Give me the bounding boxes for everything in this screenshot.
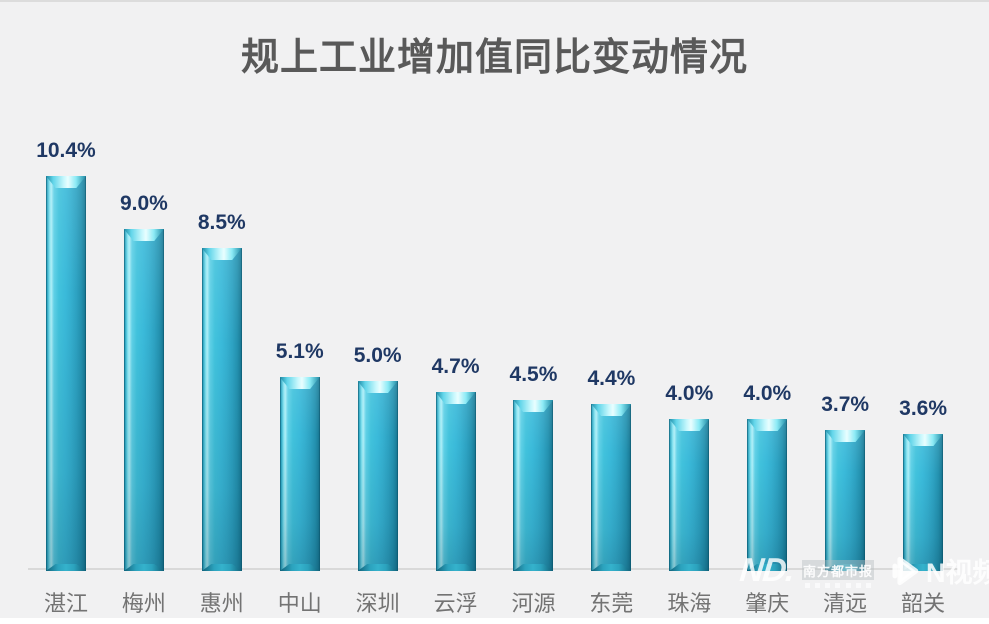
- bar-column: 10.4%: [27, 139, 105, 571]
- bar-value-label: 10.4%: [36, 139, 96, 162]
- nandu-paper-badge: 南方都市报: [802, 560, 874, 580]
- chart-title: 规上工业增加值同比变动情况: [240, 37, 748, 79]
- category-labels-row: 湛江 梅州 惠州 中山 深圳 云浮 河源 东莞 珠海 肇庆 清远 韶关: [27, 590, 962, 618]
- category-label: 清远: [823, 591, 868, 616]
- nandu-paper-name: 南方都市报: [802, 563, 873, 579]
- bar-value-label: 4.7%: [431, 355, 480, 378]
- bar: [123, 229, 164, 571]
- x-axis-line: [28, 568, 958, 570]
- bar-value-label: 5.1%: [275, 340, 324, 363]
- bar-value-label: 4.5%: [509, 363, 558, 386]
- bar-column: 3.7%: [806, 393, 884, 571]
- category-label: 韶关: [901, 591, 946, 616]
- category-label: 云浮: [433, 591, 478, 616]
- bottom-edge-strip: [0, 618, 989, 624]
- bar-value-label: 4.4%: [587, 367, 636, 390]
- bar: [435, 392, 476, 571]
- bar-column: 9.0%: [105, 192, 183, 571]
- bar: [591, 404, 632, 571]
- bar-value-label: 9.0%: [119, 192, 168, 215]
- category-label: 惠州: [199, 591, 244, 616]
- nvideo-label: N视频: [926, 558, 989, 588]
- nvideo-watermark: N视频: [891, 551, 989, 590]
- category-label: 东莞: [589, 591, 634, 616]
- bar-column: 4.0%: [728, 382, 806, 571]
- bar-column: 5.1%: [261, 340, 339, 571]
- bar: [669, 419, 710, 571]
- bar-column: 8.5%: [183, 211, 261, 571]
- bar-value-label: 5.0%: [353, 344, 402, 367]
- category-label: 深圳: [355, 591, 400, 616]
- bar-value-label: 3.7%: [821, 393, 870, 416]
- bar-value-label: 8.5%: [197, 211, 246, 234]
- category-label: 珠海: [667, 591, 712, 616]
- category-label: 河源: [511, 591, 556, 616]
- bar-column: 5.0%: [339, 344, 417, 571]
- category-label: 中山: [277, 591, 322, 616]
- bar: [903, 434, 944, 571]
- bar-value-label: 3.6%: [899, 397, 948, 420]
- nandu-tagline-marks: [805, 583, 871, 588]
- bar-value-label: 4.0%: [665, 382, 714, 405]
- bar: [825, 430, 866, 571]
- bar-column: 4.4%: [572, 367, 650, 571]
- bar: [357, 381, 398, 571]
- bar-column: 3.6%: [884, 397, 962, 571]
- bar-column: 4.5%: [495, 363, 573, 571]
- bar: [513, 400, 554, 571]
- bar-value-label: 4.0%: [743, 382, 792, 405]
- play-icon: [891, 555, 921, 587]
- bar-column: 4.7%: [417, 355, 495, 571]
- bar: [45, 176, 86, 571]
- bars-container: 10.4% 9.0% 8.5% 5.1% 5.0% 4.7% 4.5% 4.4%…: [27, 139, 962, 571]
- bar: [279, 377, 320, 571]
- category-label: 梅州: [121, 591, 166, 616]
- nandu-nd-logo: ND.: [738, 551, 796, 588]
- bar: [201, 248, 242, 571]
- category-label: 肇庆: [745, 591, 790, 616]
- bar-column: 4.0%: [650, 382, 728, 571]
- category-label: 湛江: [43, 591, 88, 616]
- bar: [747, 419, 788, 571]
